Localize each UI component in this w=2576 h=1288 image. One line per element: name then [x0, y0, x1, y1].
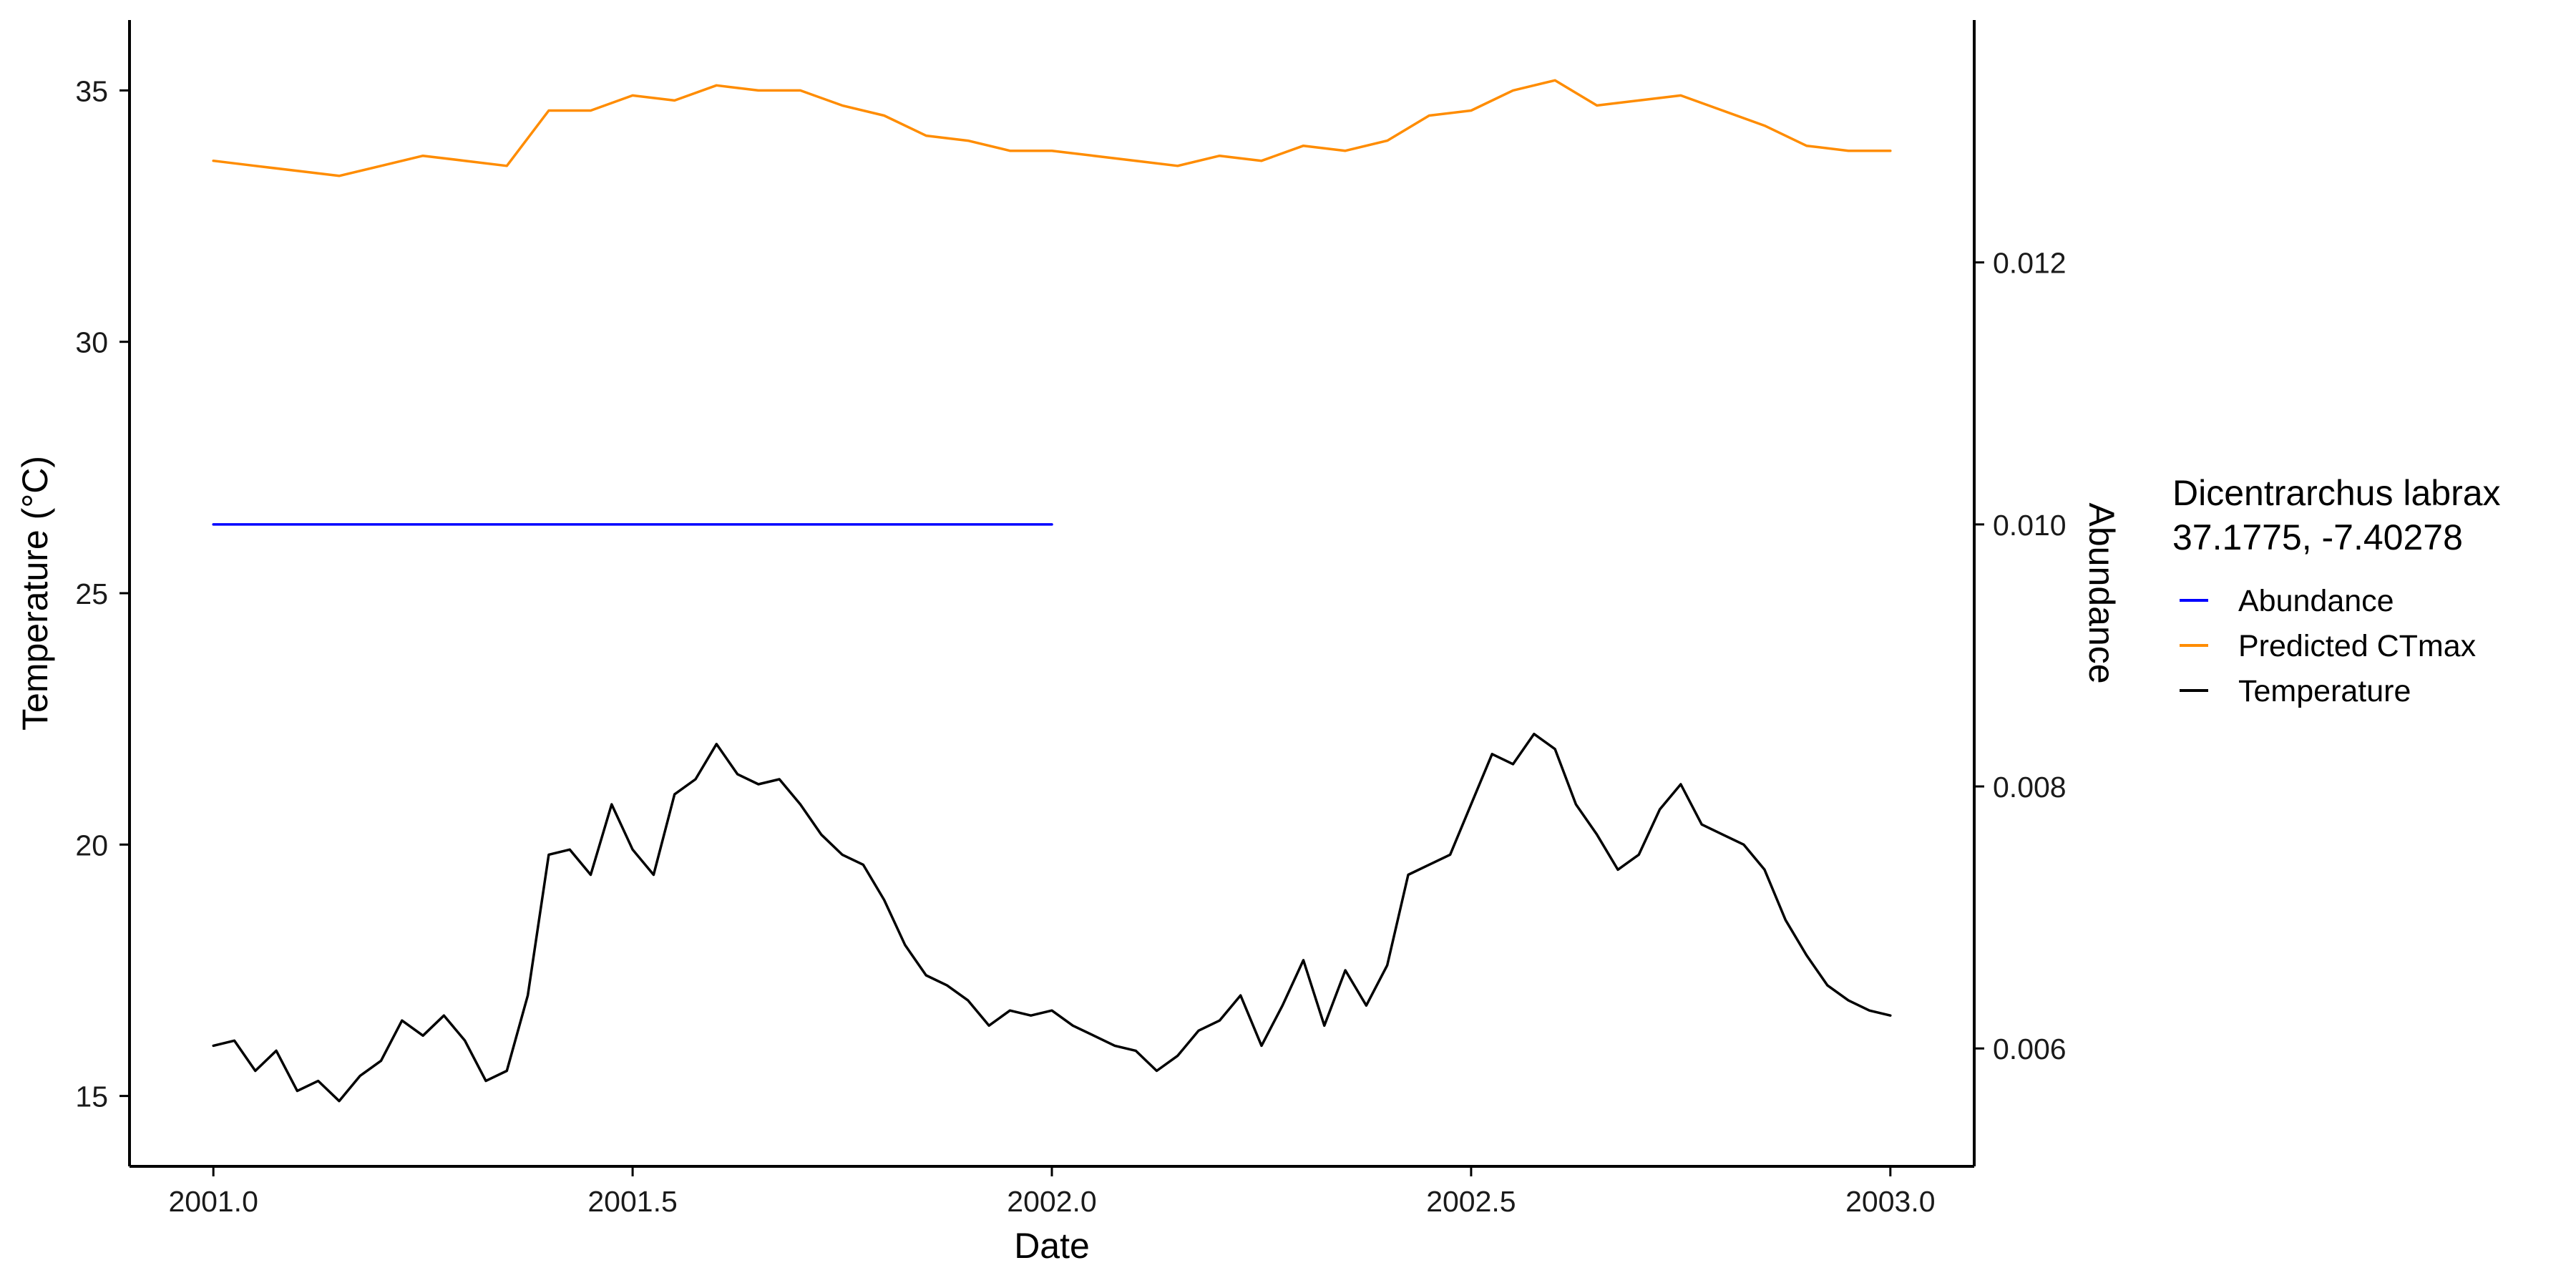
legend-entries: Abundance Predicted CTmax Temperature — [2180, 584, 2477, 708]
x-tick-label: 2001.5 — [587, 1185, 677, 1218]
x-tick-label: 2002.0 — [1007, 1185, 1096, 1218]
y-right-tick-label: 0.008 — [1993, 771, 2067, 804]
y-right-tick-label: 0.010 — [1993, 509, 2067, 542]
y-right-tick-label: 0.012 — [1993, 247, 2067, 280]
x-axis-title: Date — [1014, 1226, 1090, 1266]
legend-label-temperature: Temperature — [2238, 674, 2411, 708]
y-left-tick-label: 30 — [75, 326, 108, 359]
y-right-ticks: 0.006 0.008 0.010 0.012 — [1974, 247, 2067, 1065]
legend-label-predicted-ctmax: Predicted CTmax — [2238, 629, 2477, 663]
axes-layer — [128, 20, 1976, 1168]
y-left-tick-label: 35 — [75, 74, 108, 107]
x-ticks: 2001.0 2001.5 2002.0 2002.5 2003.0 — [168, 1166, 1936, 1218]
x-tick-label: 2001.0 — [168, 1185, 258, 1218]
x-tick-label: 2003.0 — [1845, 1185, 1935, 1218]
series-line-temperature — [212, 732, 1892, 1103]
y-left-tick-label: 25 — [75, 577, 108, 610]
y-left-axis-title: Temperature (°C) — [15, 456, 55, 731]
x-tick-label: 2002.5 — [1426, 1185, 1516, 1218]
y-left-tick-label: 15 — [75, 1080, 108, 1113]
legend: Dicentrarchus labrax 37.1775, -7.40278 A… — [2172, 473, 2501, 708]
legend-title-species: Dicentrarchus labrax — [2172, 473, 2501, 513]
legend-title-coordinates: 37.1775, -7.40278 — [2172, 517, 2463, 557]
y-right-axis-title: Abundance — [2082, 502, 2122, 683]
legend-label-abundance: Abundance — [2238, 584, 2394, 618]
series-line-predicted-ctmax — [212, 79, 1892, 177]
y-left-ticks: 15 20 25 30 35 — [75, 74, 130, 1113]
y-right-tick-label: 0.006 — [1993, 1033, 2067, 1065]
series-layer — [212, 79, 1892, 1103]
y-left-tick-label: 20 — [75, 829, 108, 862]
